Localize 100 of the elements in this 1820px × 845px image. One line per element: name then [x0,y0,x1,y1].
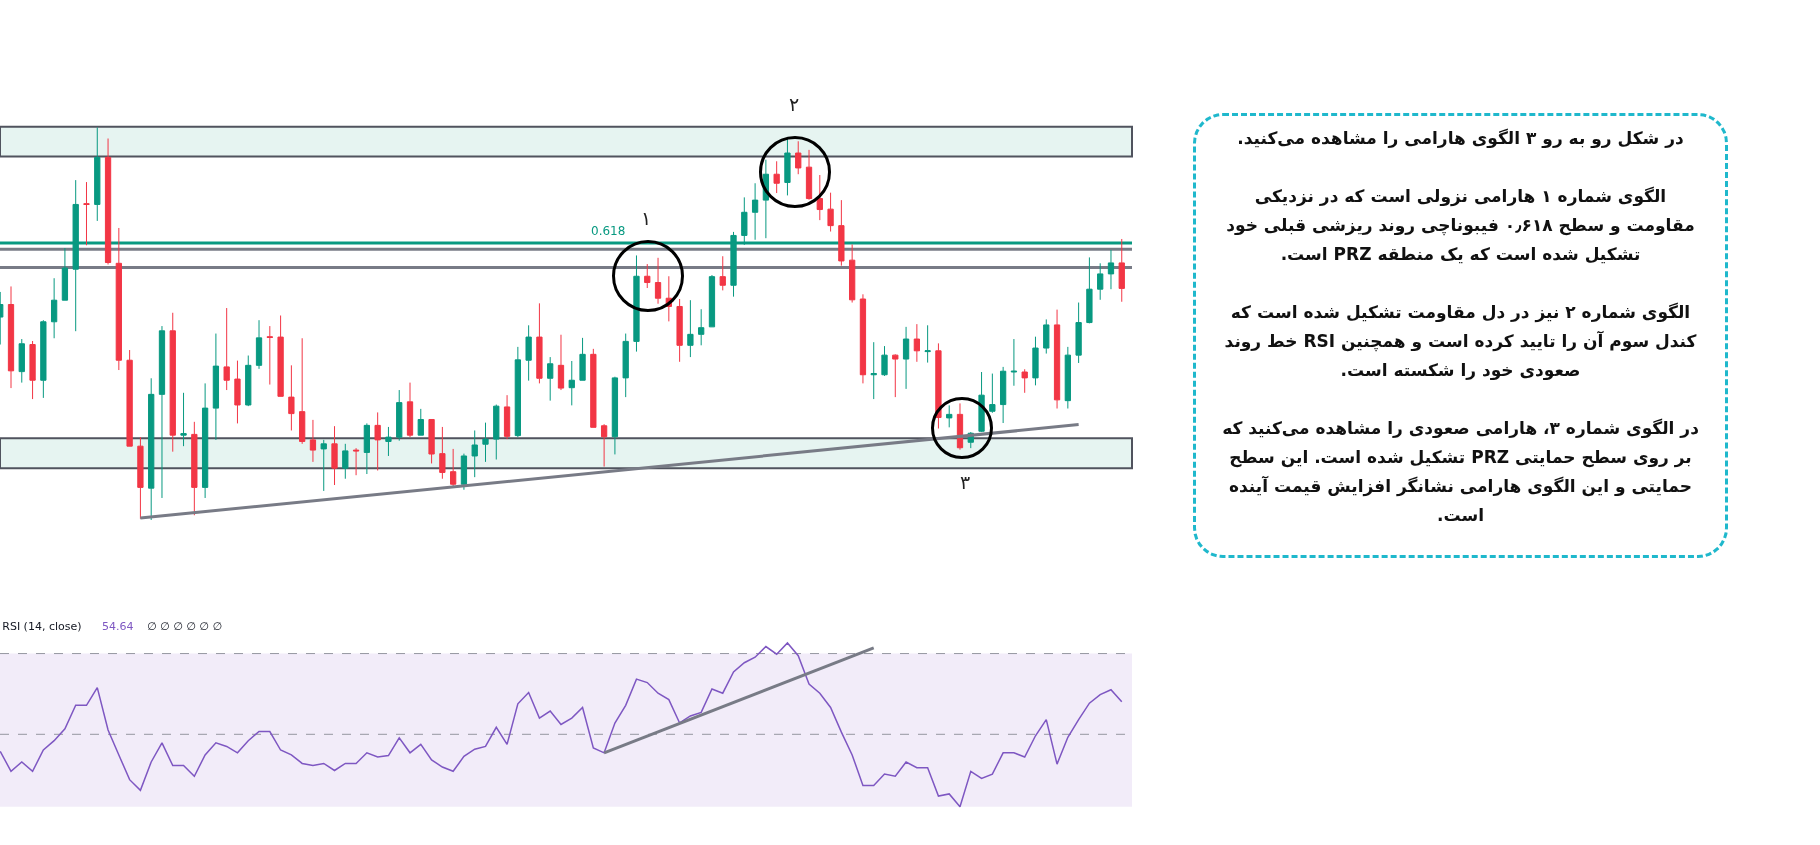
candlestick [762,159,770,239]
candlestick [859,293,867,384]
candlestick [654,257,662,305]
candlestick [18,338,25,384]
candlestick [396,389,403,442]
candlestick [1043,318,1050,355]
candlestick [827,192,834,233]
annotation: 0.618 [591,224,626,238]
candlestick [870,341,877,400]
candlestick [525,324,532,382]
candlestick [180,392,187,447]
candlestick [805,149,813,201]
candlestick [1053,309,1061,409]
candlestick [342,443,349,480]
candlestick [719,255,726,291]
text: الگوی شماره ۱ هارامی نزولی است که در نزدیکی مقاومت و سطح ۰٫۶۱۸ فیبوناچی روند ریزشی قبلی خود تشکیل شده است که یک منطقه PRZ است. [1225,185,1696,266]
candlestick [50,277,58,339]
text: در شکل رو به رو ۳ الگوی هارامی را مشاهده می‌کنید. [1236,127,1685,150]
candlestick [708,274,716,328]
candlestick [946,404,953,428]
text: در الگوی شماره ۳، هارامی صعودی را مشاهده می‌کنید که بر روی سطح حمایتی PRZ تشکیل شده است. این سطح حمایتی و این الگوی هارامی نشانگر افزایش قیمت آینده است. [1221,417,1700,527]
candlestick [104,138,112,265]
candlestick [223,307,230,391]
candlestick [644,263,651,289]
candlestick [1010,338,1018,387]
candlestick [816,174,823,221]
candlestick [148,377,155,521]
candlestick [956,402,964,451]
candlestick [1032,336,1039,386]
candlestick [331,425,338,486]
candlestick [7,285,15,389]
candlestick [1107,249,1115,290]
candlestick [450,448,457,487]
candlestick [83,181,90,246]
text: 54.64 [102,620,134,633]
candlestick [611,376,619,455]
candlestick [471,429,478,478]
candlestick [687,299,694,358]
candlestick [1075,302,1082,364]
candlestick [503,394,511,440]
candlestick [191,421,198,516]
candlestick [568,360,575,406]
candlestick [29,340,36,400]
candlestick [892,353,899,398]
candlestick [1097,262,1104,301]
candlestick [1086,256,1093,324]
candlestick [935,342,942,430]
candlestick [385,426,392,457]
candlestick [924,324,931,364]
candlestick [417,408,424,436]
candlestick [169,312,176,453]
annotation: ۳ [959,471,971,493]
candlestick [352,447,360,476]
candlestick [633,254,640,353]
candlestick [460,453,468,491]
candlestick [784,137,791,196]
candlestick [309,419,317,463]
candlestick [579,337,586,381]
candlestick [288,364,295,431]
candlestick [212,333,220,441]
candlestick [838,199,845,267]
candlestick [698,308,705,346]
candlestick [902,326,910,390]
candlestick [61,247,69,301]
candlestick [255,319,263,370]
candlestick [320,439,327,492]
candlestick [234,360,241,424]
chart-title: RSI (14, close) [2,619,82,633]
candlestick [557,334,565,391]
candlestick [600,423,608,468]
candlestick [1064,346,1071,409]
candlestick [126,349,133,447]
candlestick [676,298,683,363]
candlestick [40,319,47,399]
candlestick [266,325,273,386]
candlestick [201,382,209,499]
candlestick [536,302,543,384]
candlestick [547,356,554,402]
candlestick [514,346,521,438]
candlestick [374,411,381,471]
candlestick [795,140,802,175]
text: ∅ ∅ ∅ ∅ ∅ ∅ [147,620,222,633]
candlestick [245,355,252,407]
candlestick [773,160,780,194]
candlestick [999,366,1007,424]
candlestick [1118,238,1125,303]
candlestick [94,127,101,222]
candlestick [363,422,371,475]
candlestick [277,314,284,397]
candlestick [428,418,435,464]
text: ۲ [788,93,800,115]
text: الگوی شماره ۲ نیز در دل مقاومت تشکیل شده است که کندل سوم آن را تایید کرده است و همچنین RSI خط روند صعودی خود را شکسته است. [1223,301,1698,382]
candlestick [406,382,414,438]
candlestick [158,325,166,499]
candlestick [439,426,446,480]
annotation: ۱ [640,207,652,229]
candlestick [1021,368,1028,394]
candlestick [622,333,629,398]
candlestick [493,404,500,461]
candlestick [115,227,122,371]
